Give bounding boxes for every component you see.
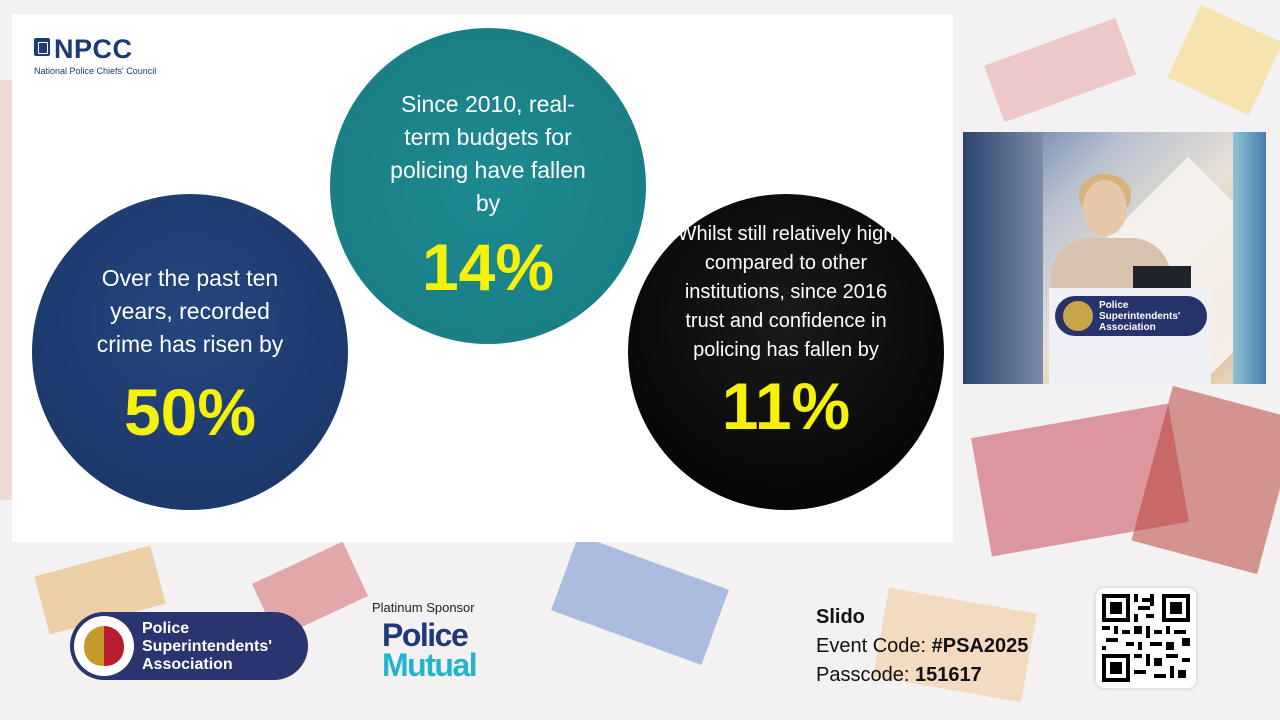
psa-line: Superintendents' [142,638,273,655]
backdrop-panel [963,132,1043,384]
psa-line: Association [142,656,233,673]
qr-code-icon [1102,594,1190,682]
npcc-logo: NPCC National Police Chiefs' Council [34,34,164,90]
qr-code[interactable] [1096,588,1196,688]
presentation-slide: NPCC National Police Chiefs' Council Ove… [12,14,953,542]
shield-icon [84,626,124,666]
slido-info: Slido Event Code: #PSA2025 Passcode: 151… [816,603,1028,690]
stat-circle-trust: Whilst still relatively high compared to… [628,194,944,510]
badge-line: Superintendents' [1099,310,1181,322]
police-mutual-logo: Police Mutual [382,617,478,683]
stat-text: Over the past ten years, recorded crime … [96,265,284,357]
background-shape [983,17,1137,123]
stat-circle-crime: Over the past ten years, recorded crime … [32,194,348,510]
npcc-crest-icon [34,38,50,56]
speaker-head [1083,180,1127,236]
backdrop-panel [1233,132,1266,384]
psa-logo: Police Superintendents' Association [70,612,308,680]
stat-value: 14% [421,230,555,304]
passcode: Passcode: 151617 [816,664,982,686]
badge-line: Police [1099,299,1129,311]
slido-title: Slido [816,606,865,628]
psa-crest-icon [1063,301,1093,331]
sponsor-label: Platinum Sponsor [372,600,475,615]
stat-value: 11% [721,369,851,443]
event-code: Event Code: #PSA2025 [816,635,1029,657]
laptop [1133,266,1191,290]
badge-line: Association [1099,321,1156,333]
speaker-video-feed: Police Superintendents' Association [963,132,1266,384]
background-shape [1167,4,1280,116]
stat-text: Since 2010, real-term budgets for polici… [390,91,586,216]
psa-line: Police [142,620,190,637]
psa-crest-icon [74,616,134,676]
sponsor-line: Mutual [382,647,478,683]
npcc-title: NPCC [54,34,133,64]
psa-logo-text: Police Superintendents' Association [142,620,272,674]
stat-value: 50% [123,375,257,449]
background-shape [551,535,729,665]
sponsor-line: Police [382,617,469,653]
npcc-subtitle: National Police Chiefs' Council [34,66,157,76]
stat-text: Whilst still relatively high compared to… [677,223,895,361]
background-shape [0,80,12,500]
podium-psa-badge: Police Superintendents' Association [1055,296,1207,336]
stat-circle-budgets: Since 2010, real-term budgets for polici… [330,28,646,344]
